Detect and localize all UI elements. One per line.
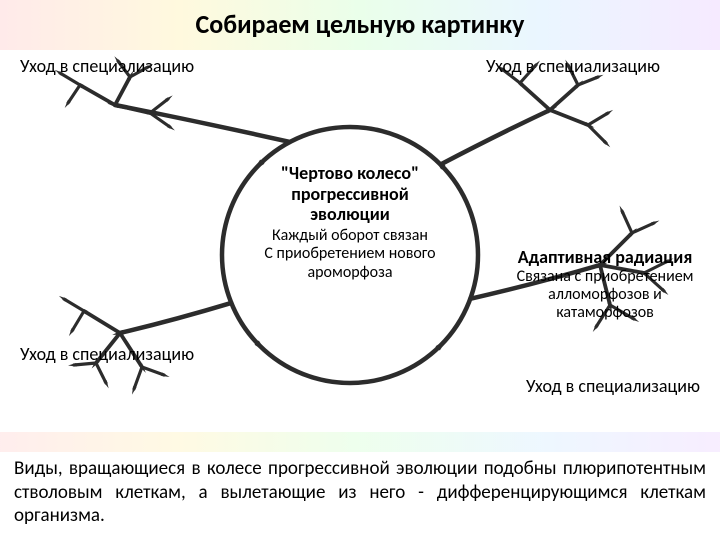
label-spec-top-left: Уход в специализацию <box>20 55 194 77</box>
center-caption: "Чертово колесо" прогрессивной эволюции … <box>228 163 472 282</box>
center-sub1: Каждый оборот связан <box>228 227 472 245</box>
label-spec-top-right: Уход в специализацию <box>486 55 660 77</box>
center-line2: прогрессивной <box>228 184 472 205</box>
footer-gradient <box>0 432 720 452</box>
right-title: Адаптивная радиация <box>500 247 710 268</box>
right-sub1: Связана с приобретением <box>500 268 710 286</box>
label-spec-bottom-left: Уход в специализацию <box>20 343 194 365</box>
wheel-diagram: Уход в специализацию Уход в специализаци… <box>20 55 700 425</box>
center-line3: эволюции <box>228 204 472 225</box>
right-sub2: алломорфозов и <box>500 286 710 304</box>
center-sub2: С приобретением нового <box>228 245 472 263</box>
right-sub3: катаморфозов <box>500 304 710 322</box>
center-sub3: ароморфоза <box>228 264 472 282</box>
right-caption: Адаптивная радиация Связана с приобретен… <box>500 247 710 323</box>
center-line1: "Чертово колесо" <box>228 163 472 184</box>
label-spec-bottom-right: Уход в специализацию <box>526 375 700 397</box>
page-title: Собираем цельную картинку <box>0 8 720 40</box>
footer-text: Виды, вращающиеся в колесе прогрессивной… <box>14 457 706 528</box>
